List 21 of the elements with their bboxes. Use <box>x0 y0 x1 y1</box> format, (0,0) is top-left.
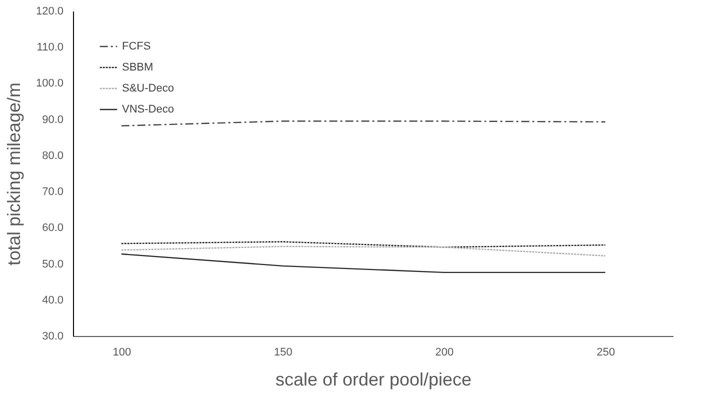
x-tick-label: 200 <box>435 346 454 358</box>
x-axis-title: scale of order pool/piece <box>275 370 472 390</box>
y-tick-label: 100.0 <box>36 78 64 90</box>
x-tick-label: 100 <box>112 346 132 358</box>
y-axis-title: total picking mileage/m <box>4 82 24 266</box>
y-tick-label: 40.0 <box>42 294 64 306</box>
legend-label: FCFS <box>122 40 151 52</box>
line-series <box>120 246 606 256</box>
y-tick-label: 70.0 <box>42 186 64 198</box>
x-tick-label: 250 <box>596 346 615 358</box>
y-tick-label: 60.0 <box>42 222 64 234</box>
y-tick-label: 120.0 <box>36 6 64 18</box>
y-tick-label: 90.0 <box>42 114 64 126</box>
y-tick-label: 110.0 <box>36 42 64 54</box>
x-tick-label: 150 <box>274 346 292 358</box>
y-tick-label: 50.0 <box>42 258 64 270</box>
legend-label: VNS-Deco <box>122 104 174 116</box>
y-tick-label: 30.0 <box>42 330 64 342</box>
y-tick-label: 80.0 <box>42 150 64 162</box>
legend-label: SBBM <box>122 62 154 74</box>
legend-label: S&U-Deco <box>122 82 174 94</box>
